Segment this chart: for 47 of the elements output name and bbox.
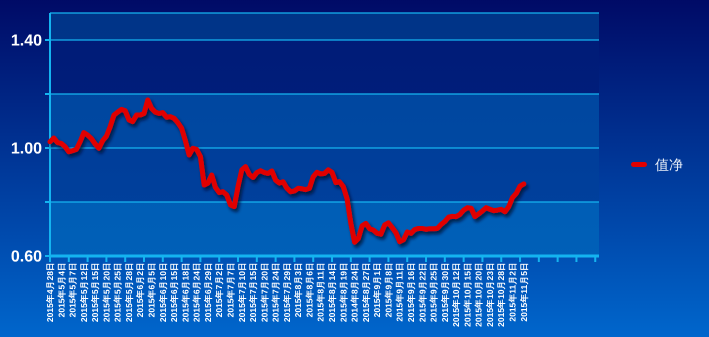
x-tick-label: 2015年6月29日 [202, 262, 213, 322]
x-tick-label: 2015年5月12日 [78, 262, 89, 322]
x-tick-label: 2015年11月2日 [508, 262, 518, 322]
x-tick-label: 2015年4月28日 [45, 262, 55, 322]
x-tick-label: 2015年9月8日 [383, 262, 394, 318]
x-tick-label: 2015年10月23日 [484, 262, 495, 327]
x-tick-label: 2015年8月6日 [304, 262, 314, 318]
x-tick-label: 2015年8月3日 [293, 262, 304, 318]
x-tick-label: 2015年8月27日 [360, 262, 371, 322]
x-tick-label: 2015年7月24日 [270, 262, 281, 322]
x-tick-label: 2015年9月11日 [394, 262, 405, 322]
x-tick-label: 2015年7月2日 [214, 262, 224, 318]
x-tick-label: 2015年8月14日 [327, 262, 338, 322]
x-tick-label: 2015年6月18日 [180, 262, 190, 322]
x-tick-label: 2015年5月25日 [112, 262, 123, 322]
x-tick-label: 2015年7月7日 [225, 262, 236, 318]
x-tick-label: 2015年6月24日 [192, 262, 202, 322]
legend-label: 值净 [655, 157, 683, 174]
x-tick-label: 2015年5月15日 [90, 262, 100, 322]
x-tick-label: 2015年9月1日 [372, 262, 382, 318]
x-tick-label: 2015年7月29日 [282, 262, 292, 322]
x-tick-label: 2015年6月2日 [135, 262, 146, 318]
x-tick-label: 2015年10月28日 [496, 262, 506, 327]
x-tick-label: 2015年9月22日 [417, 262, 428, 322]
y-tick-label: 1.40 [10, 32, 42, 50]
x-tick-label: 2014年8月24日 [350, 262, 360, 322]
y-tick-label: 0.60 [10, 248, 42, 266]
x-tick-label: 2015年8月11日 [316, 262, 326, 322]
x-tick-label: 2015年10月12日 [451, 262, 462, 327]
x-tick-label: 2015年6月15日 [169, 262, 180, 322]
x-tick-label: 2015年8月19日 [338, 262, 348, 322]
y-tick-label: 1.00 [10, 140, 42, 158]
x-tick-label: 2015年11月5日 [518, 262, 529, 322]
x-tick-label: 2015年5月4日 [56, 262, 66, 318]
x-tick-label: 2015年7月10日 [236, 262, 247, 322]
x-tick-label: 2015年6月5日 [146, 262, 157, 318]
x-tick-label: 2015年5月7日 [68, 262, 78, 318]
x-tick-label: 2015年10月20日 [474, 262, 484, 327]
x-tick-label: 2015年7月15日 [248, 262, 258, 322]
x-tick-label: 2015年5月28日 [124, 262, 134, 322]
x-tick-label: 2015年7月20日 [259, 262, 270, 322]
x-tick-label: 2015年9月16日 [406, 262, 416, 322]
x-tick-label: 2015年10月15日 [462, 262, 472, 327]
x-tick-label: 2015年6月10日 [158, 262, 168, 322]
x-tick-label: 2015年5月20日 [101, 262, 112, 322]
x-tick-label: 2015年9月30日 [440, 262, 450, 322]
x-tick-label: 2015年9月25日 [428, 262, 439, 322]
